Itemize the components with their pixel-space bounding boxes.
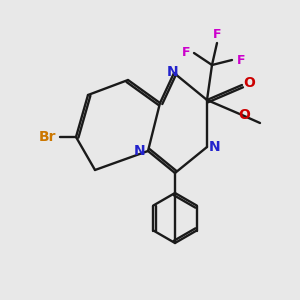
Text: F: F [237, 53, 245, 67]
Text: N: N [134, 144, 146, 158]
Text: Br: Br [39, 130, 57, 144]
Text: N: N [167, 65, 179, 79]
Text: F: F [182, 46, 190, 59]
Text: O: O [243, 76, 255, 90]
Text: F: F [213, 28, 221, 40]
Text: N: N [209, 140, 221, 154]
Text: O: O [238, 108, 250, 122]
